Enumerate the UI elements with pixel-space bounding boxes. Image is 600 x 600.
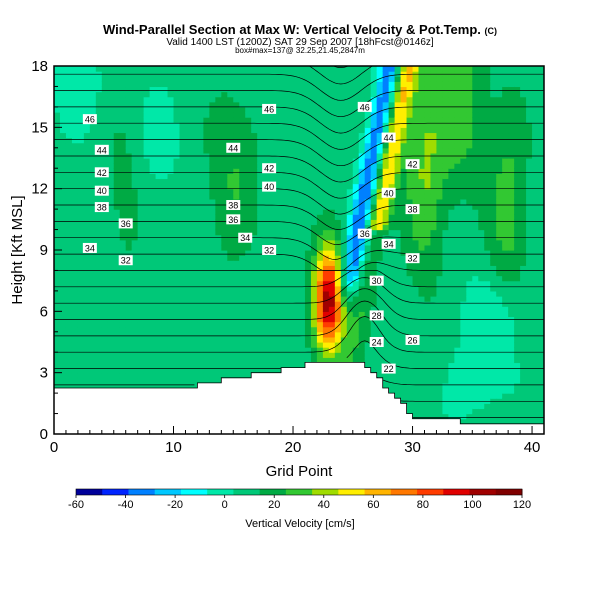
contour-label: 38	[226, 200, 241, 211]
contour-label: 42	[405, 159, 420, 170]
contour-label: 40	[262, 181, 277, 192]
contour-label: 26	[405, 334, 420, 345]
x-tick-label: 30	[404, 439, 421, 456]
y-tick-label: 0	[40, 426, 48, 443]
contour-label: 38	[405, 204, 420, 215]
contour-label: 46	[262, 103, 277, 114]
contour-label: 40	[381, 187, 396, 198]
colorbar-swatch	[102, 489, 129, 495]
colorbar-swatch	[312, 489, 339, 495]
contour-label: 32	[262, 245, 277, 256]
y-tick-label: 3	[40, 365, 48, 382]
colorbar-tick-label: 80	[417, 499, 429, 511]
terrain	[54, 362, 544, 434]
contour-label: 44	[94, 144, 109, 155]
contour-label: 34	[238, 232, 253, 243]
copyright-mark: (C)	[484, 26, 498, 36]
y-tick-label: 9	[40, 242, 48, 259]
colorbar-tick-label: 120	[513, 499, 531, 511]
x-tick-label: 10	[165, 439, 182, 456]
colorbar-swatch	[417, 489, 444, 495]
y-axis: 0 3 6 9 12 15 18	[31, 58, 62, 443]
colorbar-label: Vertical Velocity [cm/s]	[245, 518, 354, 530]
contour-label: 32	[405, 253, 420, 264]
colorbar-swatch	[233, 489, 261, 495]
contour-label: 42	[262, 163, 277, 174]
colorbar-swatch	[154, 489, 182, 495]
colorbar-tick-label: 60	[367, 499, 379, 511]
contour-label: 36	[118, 218, 133, 229]
y-axis-label: Height [Kft MSL]	[9, 195, 26, 304]
colorbar-swatch	[180, 489, 208, 495]
colorbar-tick-label: 40	[318, 499, 330, 511]
colorbar-tick-label: 20	[268, 499, 280, 511]
contour-label: 42	[94, 167, 109, 178]
colorbar-swatch	[128, 489, 156, 495]
y-tick-label: 6	[40, 303, 48, 320]
colorbar-swatch	[259, 489, 287, 495]
colorbar-swatch	[207, 489, 234, 495]
contour-label: 34	[82, 242, 97, 253]
contour-label: 30	[369, 275, 384, 286]
y-tick-label: 12	[31, 181, 48, 198]
chart-title: Wind-Parallel Section at Max W: Vertical…	[0, 22, 600, 37]
colorbar-tick-label: 100	[463, 499, 481, 511]
contour-labels: 46 44 42 40 38 36 34 32 46 44 42 40 38 36 34 32 46 44 42 40…	[82, 101, 420, 374]
x-axis-label: Grid Point	[266, 463, 334, 480]
contour-label: 36	[357, 228, 372, 239]
chart-subtitle-2: box#max=137@ 32.25,21.45,2847m	[235, 46, 365, 55]
contour-label: 32	[118, 255, 133, 266]
contour-label: 46	[357, 101, 372, 112]
y-tick-label: 15	[31, 119, 48, 136]
colorbar: -60 -40 -20 0 20 40 60 80 100 120	[68, 488, 531, 511]
colorbar-swatch	[338, 489, 366, 495]
x-tick-label: 40	[524, 439, 541, 456]
colorbar-swatch	[390, 489, 418, 495]
colorbar-tick-label: -60	[68, 499, 84, 511]
y-tick-label: 18	[31, 58, 48, 75]
colorbar-tick-label: -40	[118, 499, 134, 511]
chart-subtitle: Valid 1400 LST (1200Z) SAT 29 Sep 2007 […	[166, 37, 434, 48]
contour-label: 44	[381, 132, 396, 143]
colorbar-tick-label: 0	[222, 499, 228, 511]
x-tick-label: 0	[50, 439, 58, 456]
chart-title-text: Wind-Parallel Section at Max W: Vertical…	[102, 22, 481, 37]
x-tick-label: 20	[285, 439, 302, 456]
contour-label: 22	[381, 363, 396, 374]
colorbar-swatch	[76, 489, 103, 495]
contour-label: 46	[82, 114, 97, 125]
x-axis: 0 10 20 30 40	[50, 426, 545, 456]
colorbar-swatch	[443, 489, 471, 495]
theta-contours	[54, 66, 544, 418]
contour-label: 24	[369, 337, 384, 348]
colorbar-swatch	[285, 489, 313, 495]
contour-label: 38	[94, 202, 109, 213]
colorbar-swatch	[495, 489, 523, 495]
contour-label: 28	[369, 310, 384, 321]
contour-label: 34	[381, 238, 396, 249]
colorbar-swatch	[364, 489, 392, 495]
colorbar-swatch	[469, 489, 497, 495]
colorbar-tick-label: -20	[167, 499, 183, 511]
contour-label: 44	[226, 142, 241, 153]
contour-label: 40	[94, 185, 109, 196]
contour-label: 36	[226, 214, 241, 225]
